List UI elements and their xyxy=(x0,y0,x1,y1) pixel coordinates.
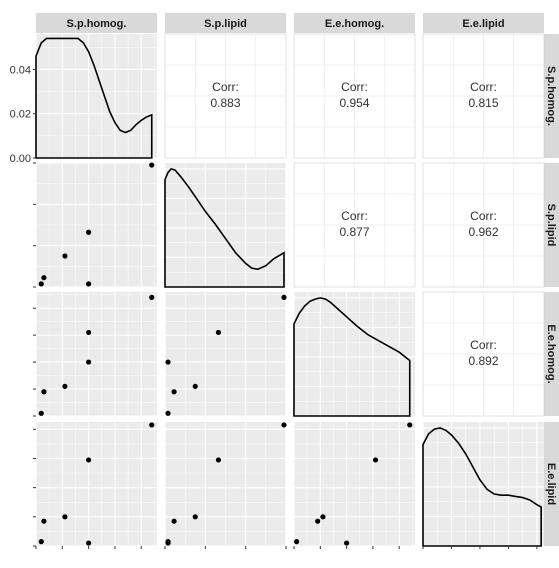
corr-value: 0.954 xyxy=(339,96,369,110)
data-point xyxy=(294,539,300,545)
corr-label: Corr: xyxy=(470,209,497,223)
corr-value: 0.962 xyxy=(468,225,498,239)
row-strip-e-e-homog xyxy=(543,292,559,416)
data-point xyxy=(320,514,326,520)
data-point xyxy=(41,389,47,395)
data-point xyxy=(171,518,177,524)
data-point xyxy=(372,457,379,463)
data-point xyxy=(281,422,287,428)
row-strip-label: S.p.lipid xyxy=(545,204,557,247)
plot-panel xyxy=(294,292,415,416)
corr-value: 0.883 xyxy=(210,96,240,110)
row-strip-s-p-lipid xyxy=(543,163,559,287)
row-strip-label: E.e.homog. xyxy=(545,324,557,383)
corr-value: 0.892 xyxy=(468,354,498,368)
column-strip-label: E.e.lipid xyxy=(462,18,504,30)
corr-value: 0.815 xyxy=(468,96,498,110)
column-strip-e-e-homog xyxy=(294,13,415,33)
data-point xyxy=(192,383,198,389)
data-point xyxy=(165,540,171,546)
plot-panel xyxy=(294,422,415,546)
data-point xyxy=(149,422,155,428)
data-point xyxy=(215,329,222,336)
corr-value: 0.877 xyxy=(339,225,369,239)
data-point xyxy=(192,514,198,520)
y-tick-label: 0.02 xyxy=(10,109,31,121)
data-point xyxy=(165,410,171,416)
data-point xyxy=(86,540,92,546)
data-point xyxy=(215,457,222,463)
density-curve-e-e-homog xyxy=(293,297,411,417)
data-point xyxy=(86,359,92,365)
data-point xyxy=(38,539,44,545)
data-point xyxy=(41,518,47,524)
data-point xyxy=(62,383,68,389)
row-strip-label: E.e.lipid xyxy=(545,463,557,505)
data-point xyxy=(149,162,155,168)
density-curve-e-e-lipid xyxy=(422,427,542,547)
plot-panel xyxy=(36,34,157,158)
data-point xyxy=(62,514,68,520)
density-curve-s-p-homog xyxy=(35,37,153,159)
data-point xyxy=(171,389,177,395)
corr-label: Corr: xyxy=(212,80,239,94)
data-point xyxy=(344,540,350,546)
column-strip-e-e-lipid xyxy=(423,13,544,33)
column-strip-label: E.e.homog. xyxy=(325,18,384,30)
data-point xyxy=(86,457,92,463)
row-strip-e-e-lipid xyxy=(543,422,559,546)
row-strip-label: S.p.homog. xyxy=(545,66,557,126)
column-strip-label: S.p.homog. xyxy=(67,18,127,30)
data-point xyxy=(281,294,287,300)
data-point xyxy=(165,359,171,365)
corr-label: Corr: xyxy=(341,80,368,94)
data-point xyxy=(315,518,321,524)
row-strip-s-p-homog xyxy=(543,34,559,158)
data-point xyxy=(86,281,92,287)
plot-panel xyxy=(36,422,157,546)
corr-label: Corr: xyxy=(470,338,497,352)
y-tick-label: 0.00 xyxy=(10,153,31,165)
data-point xyxy=(62,253,68,259)
corr-label: Corr: xyxy=(470,80,497,94)
column-strip-s-p-homog xyxy=(36,13,157,33)
data-point xyxy=(41,275,47,281)
data-point xyxy=(86,329,92,336)
data-point xyxy=(86,229,92,235)
column-strip-label: S.p.lipid xyxy=(204,18,247,30)
data-point xyxy=(149,294,155,300)
data-point xyxy=(38,281,44,287)
y-tick-label: 0.04 xyxy=(10,64,31,76)
data-point xyxy=(407,422,413,428)
data-point xyxy=(38,410,44,416)
density-curve-s-p-lipid xyxy=(164,167,285,288)
corr-label: Corr: xyxy=(341,209,368,223)
column-strip-s-p-lipid xyxy=(165,13,286,33)
plot-panel xyxy=(36,292,157,416)
